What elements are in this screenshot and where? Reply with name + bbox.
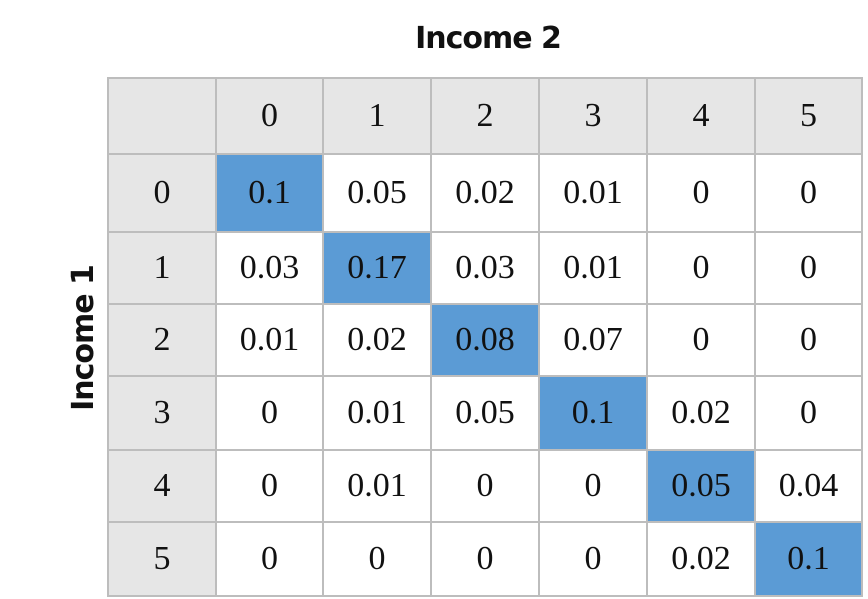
matrix-cell-2-2: 0.08 — [430, 303, 540, 377]
matrix-cell-2-4: 0 — [646, 303, 756, 377]
matrix-cell-1-5: 0 — [754, 231, 863, 305]
column-header-5: 5 — [754, 77, 863, 155]
matrix-cell-3-1: 0.01 — [322, 375, 432, 451]
matrix-cell-5-1: 0 — [322, 521, 432, 597]
matrix-cell-0-2: 0.02 — [430, 153, 540, 233]
row-header-3: 3 — [107, 375, 217, 451]
matrix-cell-2-0: 0.01 — [215, 303, 324, 377]
matrix-cell-1-3: 0.01 — [538, 231, 648, 305]
row-header-4: 4 — [107, 449, 217, 523]
matrix-row-1: 1 0.03 0.17 0.03 0.01 0 0 — [107, 231, 863, 305]
matrix-row-0: 0 0.1 0.05 0.02 0.01 0 0 — [107, 153, 863, 233]
matrix-cell-3-2: 0.05 — [430, 375, 540, 451]
column-header-0: 0 — [215, 77, 324, 155]
matrix-cell-0-5: 0 — [754, 153, 863, 233]
row-axis-title: Income 1 — [66, 265, 101, 411]
row-header-5: 5 — [107, 521, 217, 597]
matrix-row-4: 4 0 0.01 0 0 0.05 0.04 — [107, 449, 863, 523]
matrix-cell-1-1: 0.17 — [322, 231, 432, 305]
matrix-cell-5-5: 0.1 — [754, 521, 863, 597]
matrix-cell-4-3: 0 — [538, 449, 648, 523]
column-header-3: 3 — [538, 77, 648, 155]
matrix-cell-1-0: 0.03 — [215, 231, 324, 305]
matrix-cell-2-5: 0 — [754, 303, 863, 377]
matrix-row-3: 3 0 0.01 0.05 0.1 0.02 0 — [107, 375, 863, 451]
matrix-cell-4-2: 0 — [430, 449, 540, 523]
corner-cell — [107, 77, 217, 155]
matrix-cell-4-0: 0 — [215, 449, 324, 523]
matrix-cell-2-3: 0.07 — [538, 303, 648, 377]
row-header-1: 1 — [107, 231, 217, 305]
matrix-body: 0 1 2 3 4 5 0 0.1 0.05 0.02 0.01 0 0 1 0.03 0.17 0.03 0.0… — [107, 77, 863, 597]
matrix-cell-0-3: 0.01 — [538, 153, 648, 233]
probability-matrix: 0 1 2 3 4 5 0 0.1 0.05 0.02 0.01 0 0 1 0.03 0.17 0.03 0.0… — [107, 77, 863, 597]
column-header-4: 4 — [646, 77, 756, 155]
matrix-cell-5-3: 0 — [538, 521, 648, 597]
matrix-cell-5-0: 0 — [215, 521, 324, 597]
column-header-1: 1 — [322, 77, 432, 155]
matrix-cell-3-5: 0 — [754, 375, 863, 451]
matrix-cell-5-4: 0.02 — [646, 521, 756, 597]
matrix-row-5: 5 0 0 0 0 0.02 0.1 — [107, 521, 863, 597]
row-header-0: 0 — [107, 153, 217, 233]
matrix-cell-3-0: 0 — [215, 375, 324, 451]
matrix-cell-1-4: 0 — [646, 231, 756, 305]
matrix-cell-5-2: 0 — [430, 521, 540, 597]
row-header-2: 2 — [107, 303, 217, 377]
matrix-cell-0-4: 0 — [646, 153, 756, 233]
matrix-cell-2-1: 0.02 — [322, 303, 432, 377]
matrix-row-2: 2 0.01 0.02 0.08 0.07 0 0 — [107, 303, 863, 377]
column-header-2: 2 — [430, 77, 540, 155]
column-axis-title: Income 2 — [415, 21, 562, 56]
matrix-cell-1-2: 0.03 — [430, 231, 540, 305]
matrix-cell-3-4: 0.02 — [646, 375, 756, 451]
matrix-cell-0-1: 0.05 — [322, 153, 432, 233]
matrix-cell-4-4: 0.05 — [646, 449, 756, 523]
matrix-cell-4-1: 0.01 — [322, 449, 432, 523]
matrix-cell-3-3: 0.1 — [538, 375, 648, 451]
matrix-cell-0-0: 0.1 — [215, 153, 324, 233]
matrix-cell-4-5: 0.04 — [754, 449, 863, 523]
